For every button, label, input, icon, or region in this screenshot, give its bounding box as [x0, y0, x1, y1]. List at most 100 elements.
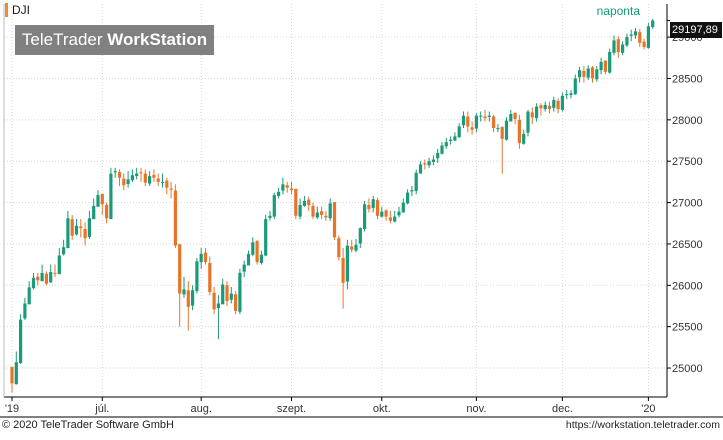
x-tick-label: szept.: [277, 403, 306, 415]
candle-body: [358, 228, 362, 244]
candle-body: [393, 216, 397, 222]
candle-body: [612, 40, 616, 53]
candle-body: [66, 218, 70, 249]
candle-body: [143, 173, 147, 183]
x-tick-label: okt.: [373, 403, 391, 415]
candle-body: [474, 115, 478, 129]
candle-body: [259, 254, 263, 263]
candle-body: [70, 219, 74, 236]
candle-body: [251, 242, 255, 255]
teletrader-logo: TeleTrader WorkStation: [15, 25, 214, 55]
candle-body: [315, 212, 319, 218]
candle-body: [195, 261, 199, 292]
period-label[interactable]: naponta: [596, 4, 640, 18]
candle-body: [569, 93, 573, 96]
candle-body: [651, 20, 655, 28]
y-tick-label: 28500: [672, 73, 703, 85]
candle-body: [126, 179, 130, 184]
candle-body: [453, 136, 457, 141]
candle-body: [92, 205, 96, 220]
y-tick-label: 28000: [672, 115, 703, 127]
candle-body: [272, 195, 276, 217]
y-tick-label: 26500: [672, 239, 703, 251]
candle-body: [328, 203, 332, 219]
y-tick-label: 27000: [672, 198, 703, 210]
candle-body: [341, 258, 345, 283]
candle-body: [57, 255, 61, 275]
candle-body: [461, 115, 466, 126]
candle-body: [599, 61, 603, 71]
candle-body: [487, 115, 491, 117]
candle-body: [221, 284, 225, 305]
candle-body: [130, 175, 134, 181]
candle-body: [401, 202, 405, 213]
candle-body: [113, 171, 117, 173]
candle-body: [285, 185, 289, 188]
candle-body: [281, 184, 285, 191]
candle-body: [556, 100, 560, 110]
candle-body: [302, 200, 306, 206]
candle-body: [423, 163, 427, 165]
ticker-symbol[interactable]: DJI: [5, 3, 30, 17]
candle-body: [44, 273, 48, 284]
candle-body: [62, 247, 66, 255]
y-tick-label: 25000: [672, 363, 703, 375]
candle-body: [388, 217, 392, 221]
candle-body: [638, 32, 642, 43]
logo-product: WorkStation: [107, 30, 208, 49]
candle-body: [332, 202, 337, 238]
candle-body: [173, 190, 177, 246]
candle-body: [96, 195, 100, 207]
candle-body: [384, 210, 388, 217]
candle-body: [14, 362, 18, 385]
candle-body: [582, 71, 586, 77]
candle-body: [457, 126, 461, 138]
candle-body: [160, 181, 165, 183]
x-tick-label: aug.: [190, 403, 211, 415]
candle-body: [320, 211, 324, 215]
candle-body: [414, 172, 418, 191]
axis-layer: 25000 25500 26000 26500 27000 27500 28000 28500…: [0, 4, 723, 418]
candle-body: [216, 303, 220, 309]
candle-body: [277, 191, 281, 196]
candle-body: [603, 60, 607, 72]
candle-body: [371, 199, 375, 208]
candle-body: [156, 178, 160, 182]
candle-body: [560, 95, 564, 110]
candle-body: [642, 41, 646, 48]
candle-body: [105, 205, 109, 219]
candle-body: [298, 205, 302, 217]
candle-body: [625, 37, 629, 46]
candle-layer[interactable]: [10, 18, 655, 393]
copyright-text: © 2020 TeleTrader Software GmbH: [2, 419, 174, 431]
candle-body: [440, 145, 444, 154]
logo-brand: TeleTrader: [21, 30, 103, 49]
y-tick-label: 27500: [672, 156, 703, 168]
candle-body: [363, 204, 367, 230]
candle-body: [504, 120, 509, 140]
candle-body: [578, 70, 582, 78]
candle-body: [410, 190, 414, 192]
candle-body: [509, 114, 513, 122]
candle-body: [530, 112, 534, 118]
candle-body: [633, 31, 638, 36]
website-link[interactable]: https://workstation.teletrader.com: [565, 419, 720, 431]
candle-body: [23, 303, 27, 319]
candle-body: [496, 128, 500, 130]
candle-body: [49, 272, 53, 283]
candle-body: [203, 252, 208, 263]
candle-body: [573, 78, 577, 95]
candle-body: [36, 276, 40, 281]
candle-body: [212, 292, 216, 310]
candle-body: [483, 116, 487, 119]
candle-body: [522, 133, 526, 144]
candle-body: [238, 272, 242, 312]
candle-body: [406, 192, 410, 204]
candle-body: [367, 205, 371, 210]
candle-body: [182, 289, 186, 295]
candle-body: [165, 180, 169, 188]
candle-body: [135, 173, 139, 177]
candle-body: [586, 68, 590, 78]
